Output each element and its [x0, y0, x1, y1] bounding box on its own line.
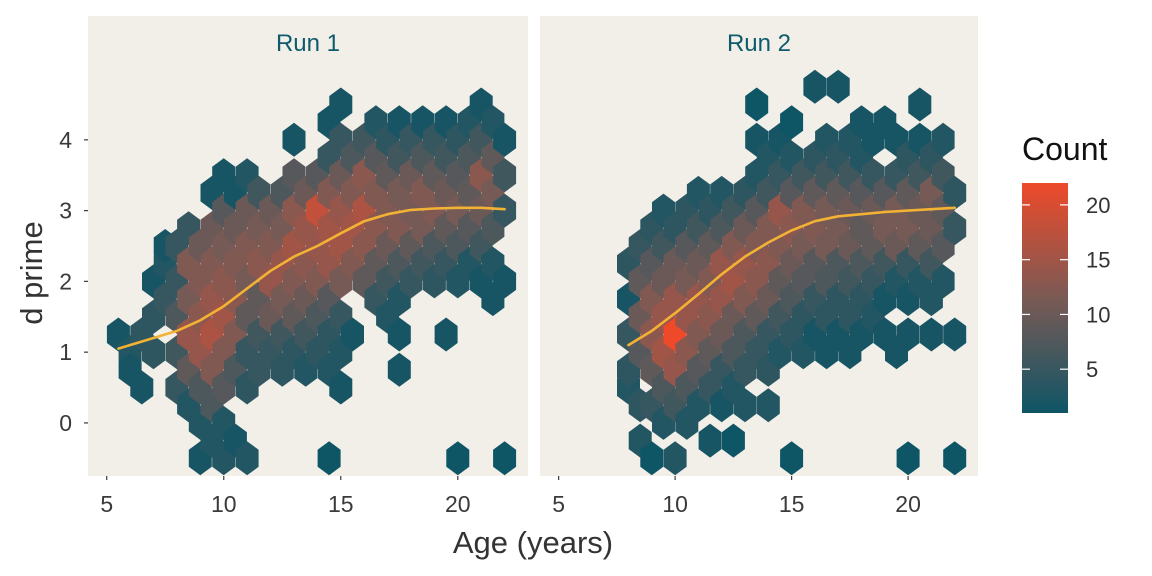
y-axis-title: d prime — [14, 221, 49, 324]
x-tick-label: 10 — [211, 491, 237, 517]
hex-bin — [698, 423, 722, 458]
hex-bin — [931, 264, 955, 299]
x-tick-label: 5 — [100, 491, 113, 517]
hex-bin — [943, 175, 967, 210]
y-tick-label: 3 — [59, 198, 72, 224]
x-tick-label: 5 — [552, 491, 565, 517]
legend-tick-label: 5 — [1086, 357, 1098, 382]
hex-bin — [142, 335, 165, 370]
legend-ticks: 5 10 15 20 — [1022, 193, 1110, 382]
x-axis-title: Age (years) — [453, 525, 613, 560]
hex-bin — [235, 441, 259, 476]
legend: Count 5 10 15 20 — [1022, 131, 1110, 413]
hex-bin — [931, 122, 955, 157]
hex-bin — [803, 69, 827, 104]
hex-bin — [387, 352, 411, 387]
hex-bin — [282, 122, 306, 157]
x-tick-label: 20 — [895, 491, 921, 517]
hex-bin — [745, 87, 769, 122]
hex-bin — [493, 441, 517, 476]
x-tick-label: 15 — [779, 491, 805, 517]
hex-bin — [329, 87, 353, 122]
panel-run-2: Run 2 — [540, 16, 978, 476]
panel-run-1: Run 1 — [88, 16, 528, 476]
hex-bin — [493, 122, 517, 157]
x-tick-label: 10 — [662, 491, 688, 517]
hex-bin — [896, 441, 920, 476]
y-tick-label: 4 — [59, 127, 72, 153]
hex-bin — [130, 370, 154, 405]
y-tick-label: 2 — [59, 268, 72, 294]
hex-bin — [329, 370, 353, 405]
hex-bin — [493, 158, 517, 193]
x-tick-label: 15 — [328, 491, 354, 517]
hex-bin — [663, 441, 687, 476]
facet-label-run-1: Run 1 — [276, 30, 340, 57]
hex-bin — [780, 441, 804, 476]
hex-bin — [943, 211, 967, 246]
legend-tick-label: 10 — [1086, 302, 1110, 327]
legend-title: Count — [1022, 131, 1108, 167]
x-tick-label: 20 — [445, 491, 471, 517]
hex-bin — [387, 317, 411, 352]
hex-bin — [493, 193, 517, 228]
hex-bin — [493, 264, 517, 299]
hex-bin — [780, 105, 804, 140]
facet-label-run-2: Run 2 — [727, 30, 791, 57]
smooth-trend-line — [627, 206, 956, 347]
hex-bin — [317, 441, 341, 476]
axes: 5 10 15 20 5 10 15 20 0 1 2 3 4 — [59, 127, 921, 517]
y-tick-label: 1 — [59, 339, 72, 365]
hex-bin — [756, 388, 780, 423]
hex-bin — [733, 388, 757, 423]
legend-colorbar — [1022, 183, 1068, 413]
hex-bin — [943, 441, 967, 476]
hex-bin — [446, 441, 470, 476]
hex-bin — [341, 317, 364, 352]
hex-bin — [640, 441, 664, 476]
hex-bin — [721, 423, 745, 458]
hex-bin — [896, 317, 920, 352]
y-tick-label: 0 — [59, 410, 72, 436]
hex-bin — [943, 317, 967, 352]
hex-bin — [908, 87, 932, 122]
legend-tick-label: 20 — [1086, 193, 1110, 218]
hex-bin — [919, 317, 943, 352]
hex-bin — [434, 317, 458, 352]
smooth-trend-line — [117, 206, 506, 350]
hexbin-layer — [617, 69, 967, 476]
hex-bin — [826, 69, 850, 104]
legend-tick-label: 15 — [1086, 248, 1110, 273]
